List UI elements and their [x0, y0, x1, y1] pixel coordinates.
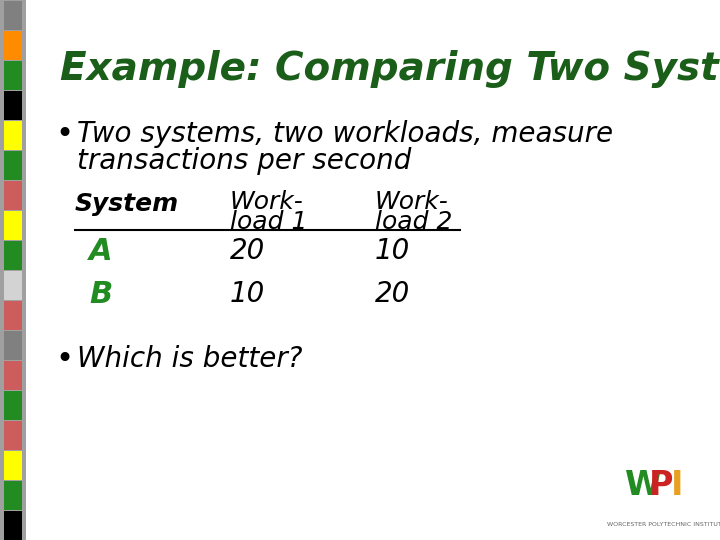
Text: •: • — [55, 345, 73, 374]
Bar — [4, 271, 22, 300]
Text: W: W — [625, 469, 662, 502]
Bar — [4, 330, 22, 360]
Text: 20: 20 — [230, 237, 265, 265]
Text: P: P — [649, 469, 673, 502]
Bar — [4, 481, 22, 510]
Text: Which is better?: Which is better? — [77, 345, 302, 373]
Text: System: System — [75, 192, 179, 216]
Text: Two systems, two workloads, measure: Two systems, two workloads, measure — [77, 120, 613, 148]
Bar — [0, 0, 26, 540]
Text: I: I — [671, 469, 683, 502]
Bar — [4, 211, 22, 240]
Text: •: • — [55, 120, 73, 149]
Bar — [4, 510, 22, 539]
Text: 20: 20 — [375, 280, 410, 308]
Text: transactions per second: transactions per second — [77, 147, 411, 175]
Bar — [4, 30, 22, 59]
Bar — [4, 421, 22, 449]
Bar — [4, 361, 22, 389]
Text: load 2: load 2 — [375, 210, 452, 234]
Bar — [4, 91, 22, 119]
Text: Work-: Work- — [375, 190, 449, 214]
Text: A: A — [89, 237, 112, 266]
Bar — [4, 390, 22, 420]
Bar — [4, 240, 22, 269]
Bar — [4, 120, 22, 150]
Text: 10: 10 — [230, 280, 265, 308]
Text: load 1: load 1 — [230, 210, 307, 234]
Text: B: B — [89, 280, 112, 309]
Bar — [4, 1, 22, 30]
Text: Example: Comparing Two Systems: Example: Comparing Two Systems — [60, 50, 720, 88]
Text: Work-: Work- — [230, 190, 304, 214]
Bar — [4, 151, 22, 179]
Text: WORCESTER POLYTECHNIC INSTITUTE: WORCESTER POLYTECHNIC INSTITUTE — [607, 522, 720, 527]
Bar — [4, 180, 22, 210]
Text: 10: 10 — [375, 237, 410, 265]
Bar — [4, 450, 22, 480]
Bar — [4, 300, 22, 329]
Bar — [4, 60, 22, 90]
